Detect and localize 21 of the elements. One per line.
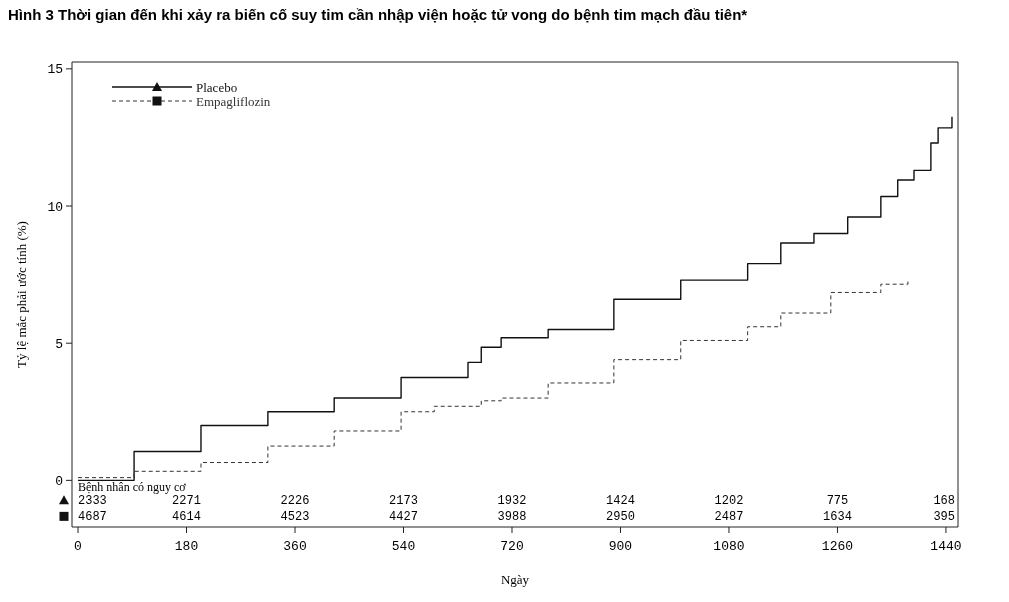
- text: 4687 4614 4523 4427 3988 2950 2487 1634 395: [78, 510, 955, 525]
- text: Placebo: [196, 79, 238, 95]
- y-tick-label: 0: [55, 473, 63, 489]
- x-tick-label: 360: [283, 539, 307, 554]
- text: 2333 2271 2226 2173 1932 1424 1202 775 168: [78, 494, 955, 509]
- x-tick-label: 900: [608, 539, 633, 554]
- y-tick-label: 5: [55, 336, 63, 352]
- x-tick-label: 540: [391, 539, 416, 554]
- x-tick-label: 1440: [930, 539, 962, 554]
- annotation: Bệnh nhân có nguy cơ: [78, 480, 187, 495]
- x-tick-label: 1260: [821, 539, 854, 554]
- x-axis-title: Ngày: [500, 572, 530, 587]
- chart-title: Hình 3 Thời gian đến khi xảy ra biến cố suy tim cần nhập viện hoặc tử vong do bệnh tim mạch đầu tiên*: [8, 6, 748, 23]
- x-tick-label: 0: [74, 539, 82, 554]
- text: Empagliflozin: [196, 93, 271, 109]
- y-tick-label: 15: [47, 62, 63, 78]
- x-tick-label: 1080: [713, 539, 745, 554]
- x-tick-label: 720: [500, 539, 524, 554]
- y-tick-label: 10: [47, 199, 63, 215]
- y-axis-title: Tỷ lệ mắc phải ước tính (%): [14, 221, 29, 368]
- x-tick-label: 180: [174, 539, 199, 554]
